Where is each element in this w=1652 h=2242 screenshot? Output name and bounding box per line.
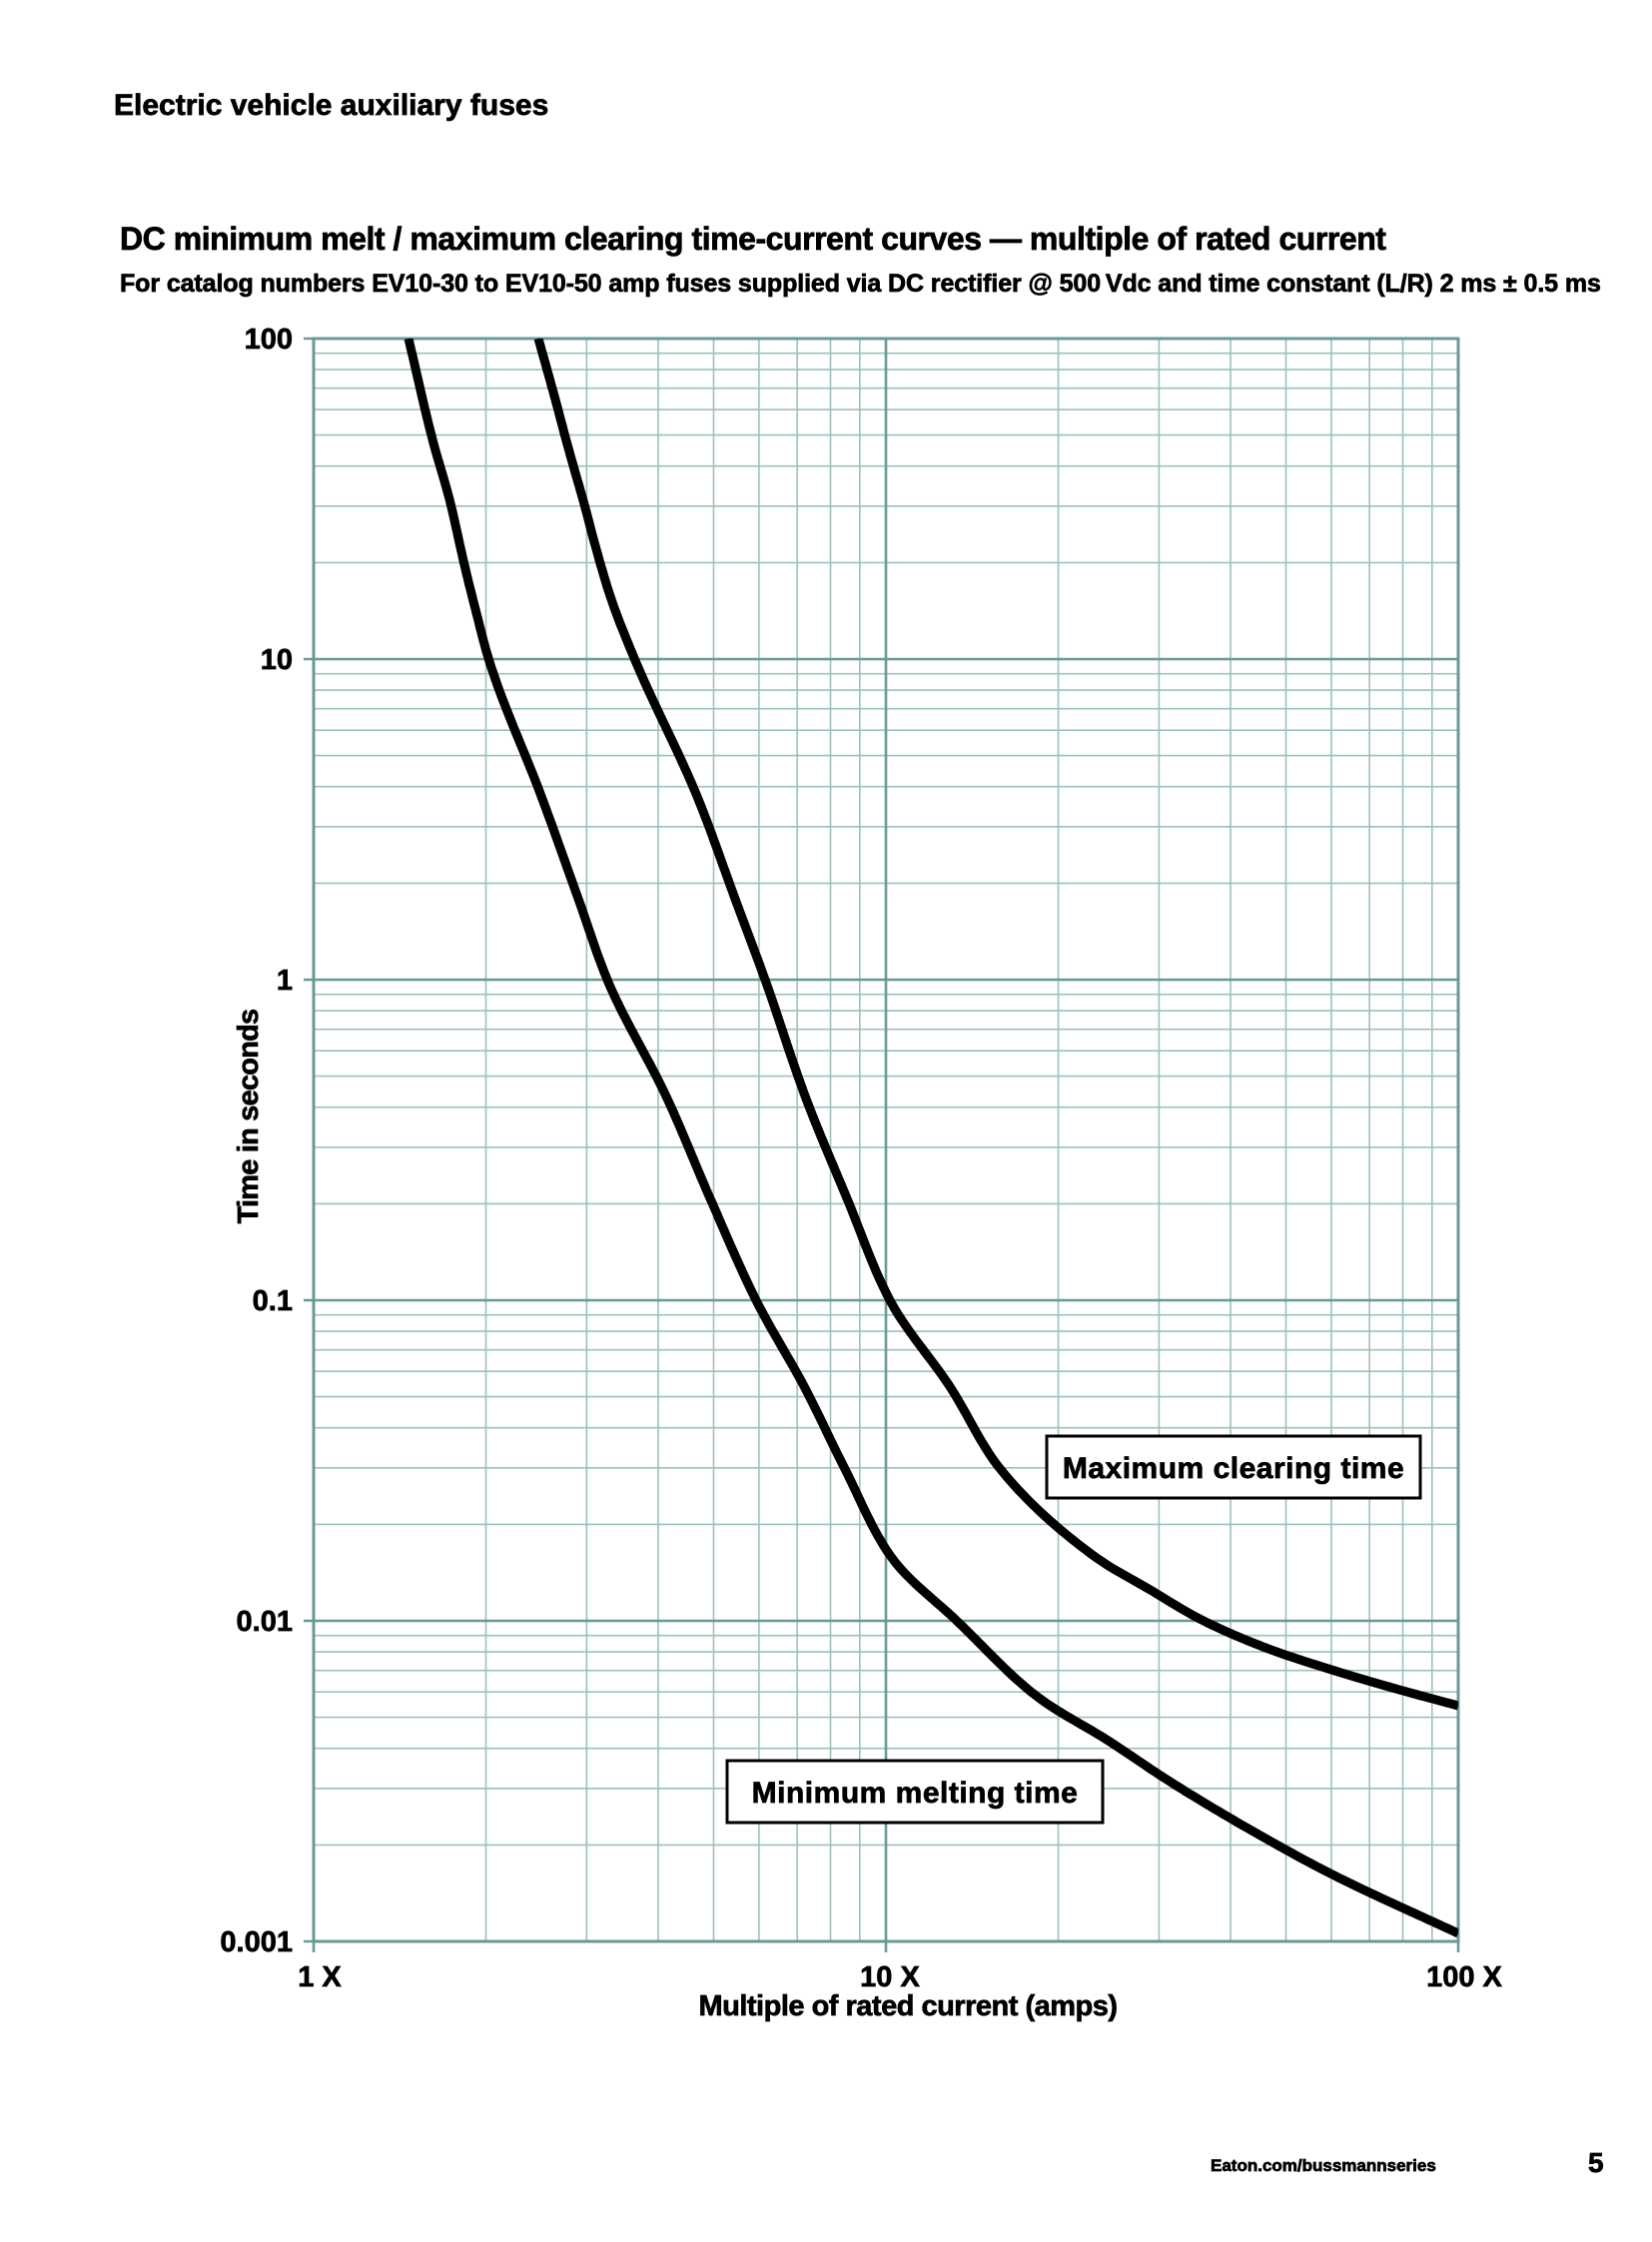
svg-text:0.001: 0.001	[220, 1926, 293, 1958]
svg-text:Minimum melting time: Minimum melting time	[752, 1777, 1079, 1810]
svg-text:0.01: 0.01	[237, 1606, 293, 1638]
svg-text:10 X: 10 X	[860, 1961, 920, 1993]
svg-text:Time in seconds: Time in seconds	[233, 1010, 265, 1224]
svg-text:10: 10	[261, 644, 293, 676]
svg-text:Multiple of rated current (amp: Multiple of rated current (amps)	[698, 1990, 1117, 2022]
svg-text:1 X: 1 X	[298, 1961, 342, 1993]
svg-text:100: 100	[245, 324, 293, 356]
svg-text:100 X: 100 X	[1426, 1961, 1502, 1993]
svg-text:Maximum clearing time: Maximum clearing time	[1063, 1452, 1404, 1485]
svg-text:1: 1	[277, 965, 293, 997]
svg-text:0.1: 0.1	[253, 1285, 293, 1317]
